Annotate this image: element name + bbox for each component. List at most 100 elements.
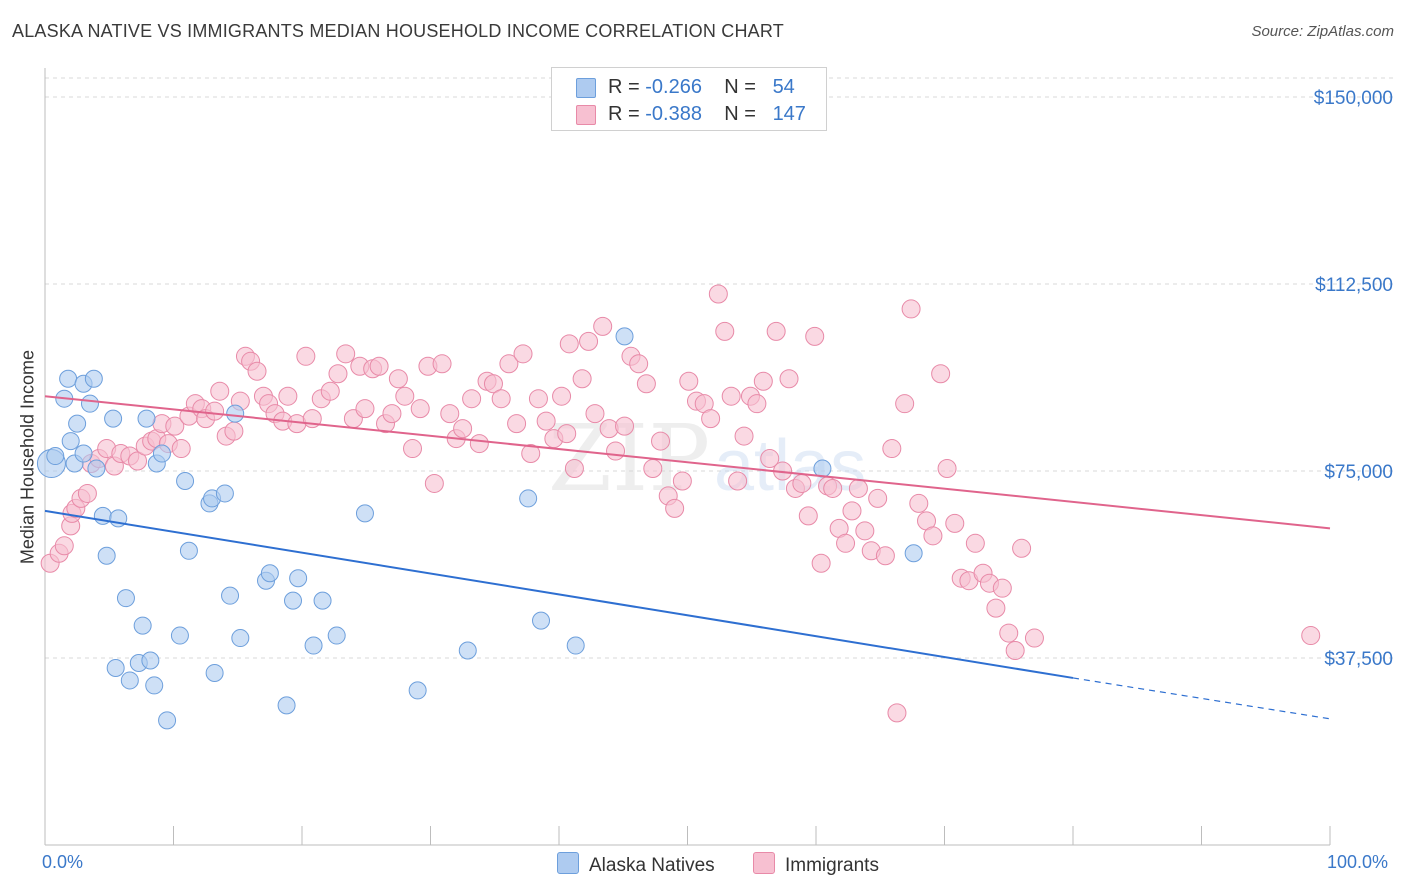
alaska-point [179,541,198,560]
immigrants-point [945,513,965,533]
alaska-point [97,546,116,565]
alaska-point [313,591,332,610]
bottom-legend-immigrants: Immigrants [753,852,879,877]
immigrants-point [336,344,356,364]
immigrants-point [615,416,635,436]
alaska-point [116,589,135,608]
immigrants-point [564,459,584,479]
immigrants-point [842,501,862,521]
alaska-swatch [576,78,596,98]
immigrants-point [171,439,191,459]
legend-n-value: 147 [772,103,806,125]
axes [44,68,1331,846]
alaska-point [84,369,103,388]
immigrants-point [499,354,519,374]
immigrants-point [593,316,613,336]
immigrants-points [40,284,1321,723]
immigrants-point [747,394,767,414]
alaska-point [59,369,78,388]
alaska-point [813,459,832,478]
immigrants-point [410,399,430,419]
source-label: Source: ZipAtlas.com [1251,23,1394,40]
immigrants-point [715,321,735,341]
immigrants-point [753,371,773,391]
alaska-point [145,676,164,695]
alaska-point [106,658,125,677]
alaska-legend-swatch [557,852,579,874]
immigrants-point [636,374,656,394]
immigrants-legend-swatch [753,852,775,874]
immigrants-point [513,344,533,364]
immigrants-point [792,473,812,493]
alaska-point [68,414,87,433]
immigrants-point [552,386,572,406]
immigrants-point [805,326,825,346]
immigrants-point [855,521,875,541]
alaska-point [205,663,224,682]
immigrants-point [606,441,626,461]
immigrants-point [579,331,599,351]
immigrants-trend-line [44,395,1331,530]
immigrants-point [210,381,230,401]
immigrants-point [779,369,799,389]
immigrants-point [1024,628,1044,648]
immigrants-point [521,444,541,464]
immigrants-point [643,459,663,479]
alaska-point [458,641,477,660]
immigrants-point [823,478,843,498]
bottom-legend-alaska: Alaska Natives [557,852,715,877]
immigrants-point [701,409,721,429]
legend-r-value: -0.266 [645,76,702,98]
alaska-point [46,447,65,466]
legend: R = -0.266 N = 54 R = -0.388 N = 147 [551,67,827,131]
alaska-point [532,611,551,630]
immigrants-point [875,546,895,566]
legend-n-label: N = [724,76,756,98]
immigrants-point [403,439,423,459]
immigrants-point [672,471,692,491]
immigrants-point [1012,538,1032,558]
y-tick-label: $75,000 [1324,462,1393,483]
trend-lines [44,395,1331,720]
alaska-point [277,696,296,715]
immigrants-point [901,299,921,319]
alaska-point [231,629,250,648]
alaska-point [141,651,160,670]
alaska-point [519,489,538,508]
immigrants-point [440,404,460,424]
alaska-point [904,544,923,563]
alaska-point [284,591,303,610]
immigrants-point [483,374,503,394]
immigrants-swatch [576,105,596,125]
immigrants-point [559,334,579,354]
immigrants-point [651,431,671,451]
legend-n-value: 54 [772,76,795,98]
alaska-trend-extension [1072,677,1331,720]
y-tick-label: $150,000 [1314,88,1393,109]
immigrants-point [355,399,375,419]
alaska-point [566,636,585,655]
x-tick-min: 0.0% [42,852,84,872]
immigrants-legend-label: Immigrants [785,855,879,876]
alaska-point [304,636,323,655]
alaska-point [87,459,106,478]
immigrants-point [382,404,402,424]
immigrants-point [999,623,1019,643]
immigrants-point [328,364,348,384]
immigrants-point [369,356,389,376]
immigrants-point [798,506,818,526]
alaska-point [327,626,346,645]
alaska-point [221,586,240,605]
immigrants-point [128,451,148,471]
y-tick-labels: $37,500 $75,000 $112,500 $150,000 [1314,88,1393,670]
alaska-point [80,394,99,413]
immigrants-point [629,354,649,374]
immigrants-point [909,493,929,513]
immigrants-point [882,439,902,459]
immigrants-point [585,404,605,424]
immigrants-point [887,703,907,723]
immigrants-point [462,389,482,409]
immigrants-point [1301,626,1321,646]
x-tick-max: 100.0% [1327,852,1389,872]
